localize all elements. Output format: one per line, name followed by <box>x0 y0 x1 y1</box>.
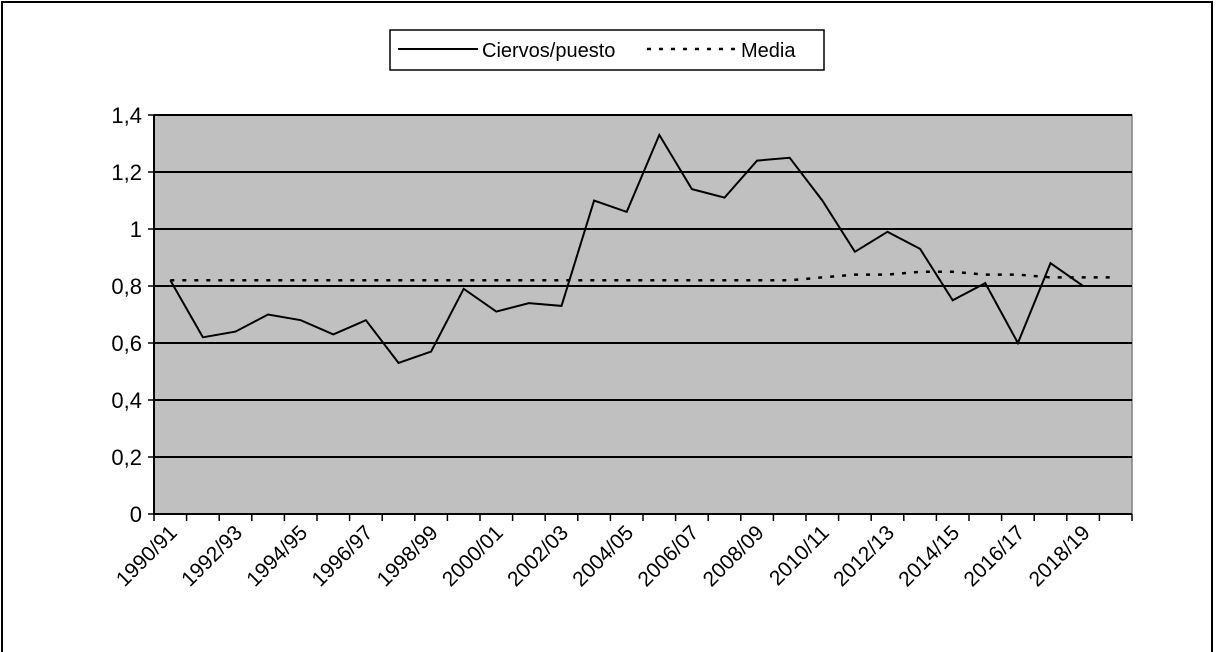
series-group <box>169 132 1117 365</box>
data-point <box>659 280 661 282</box>
data-point <box>724 197 726 199</box>
data-point <box>854 251 856 253</box>
data-point <box>952 300 954 302</box>
data-point <box>659 134 661 136</box>
data-point <box>1082 285 1084 287</box>
data-point <box>267 280 269 282</box>
y-tick-label: 1 <box>130 217 142 242</box>
data-point <box>496 280 498 282</box>
data-point <box>1050 262 1052 264</box>
data-point <box>1017 342 1019 344</box>
data-point <box>561 305 563 307</box>
data-point <box>561 280 563 282</box>
data-point <box>887 274 889 276</box>
data-point <box>430 351 432 353</box>
data-point <box>593 280 595 282</box>
y-tick-label: 0,8 <box>111 274 142 299</box>
axes <box>148 114 1133 521</box>
data-point <box>756 160 758 162</box>
series-line-ciervos-puesto <box>169 132 1116 365</box>
data-point <box>822 277 824 279</box>
data-point <box>1115 277 1117 279</box>
data-point <box>952 271 954 273</box>
data-point <box>398 362 400 364</box>
data-point <box>1050 277 1052 279</box>
data-point <box>822 200 824 202</box>
data-point <box>789 157 791 159</box>
data-point <box>756 280 758 282</box>
y-tick-label: 0,2 <box>111 445 142 470</box>
data-point <box>691 280 693 282</box>
data-point <box>854 274 856 276</box>
y-tick-label: 1,2 <box>111 160 142 185</box>
data-point <box>333 334 335 336</box>
data-point <box>528 302 530 304</box>
data-point <box>365 280 367 282</box>
data-point <box>267 314 269 316</box>
data-point <box>463 288 465 290</box>
data-point <box>919 248 921 250</box>
y-tick-label: 0,4 <box>111 388 142 413</box>
data-point <box>235 331 237 333</box>
data-point <box>593 200 595 202</box>
legend-label-ciervos: Ciervos/puesto <box>482 40 615 62</box>
y-tick-label: 1,4 <box>111 103 142 128</box>
y-tick-labels: 0 0,2 0,4 0,6 0,8 1 1,2 1,4 <box>111 103 142 527</box>
data-point <box>919 271 921 273</box>
data-point <box>170 280 172 282</box>
data-point <box>398 280 400 282</box>
data-point <box>691 188 693 190</box>
data-point <box>463 280 465 282</box>
data-point <box>430 280 432 282</box>
data-point <box>1082 277 1084 279</box>
series-line-media <box>170 270 1116 282</box>
legend-label-media: Media <box>741 40 796 62</box>
data-point <box>1017 274 1019 276</box>
data-point <box>985 274 987 276</box>
data-point <box>202 337 204 339</box>
data-point <box>626 211 628 213</box>
data-point <box>985 282 987 284</box>
y-tick-label: 0,6 <box>111 331 142 356</box>
data-point <box>235 280 237 282</box>
y-tick-label: 0 <box>130 502 142 527</box>
plot-area <box>153 114 1133 515</box>
data-point <box>1115 285 1117 287</box>
data-point <box>528 280 530 282</box>
data-point <box>724 280 726 282</box>
data-point <box>789 280 791 282</box>
data-point <box>300 280 302 282</box>
data-point <box>496 311 498 313</box>
data-point <box>333 280 335 282</box>
legend: Ciervos/puesto Media <box>389 29 825 71</box>
data-point <box>300 319 302 321</box>
data-point <box>202 280 204 282</box>
data-point <box>626 280 628 282</box>
data-point <box>365 319 367 321</box>
data-point <box>887 231 889 233</box>
